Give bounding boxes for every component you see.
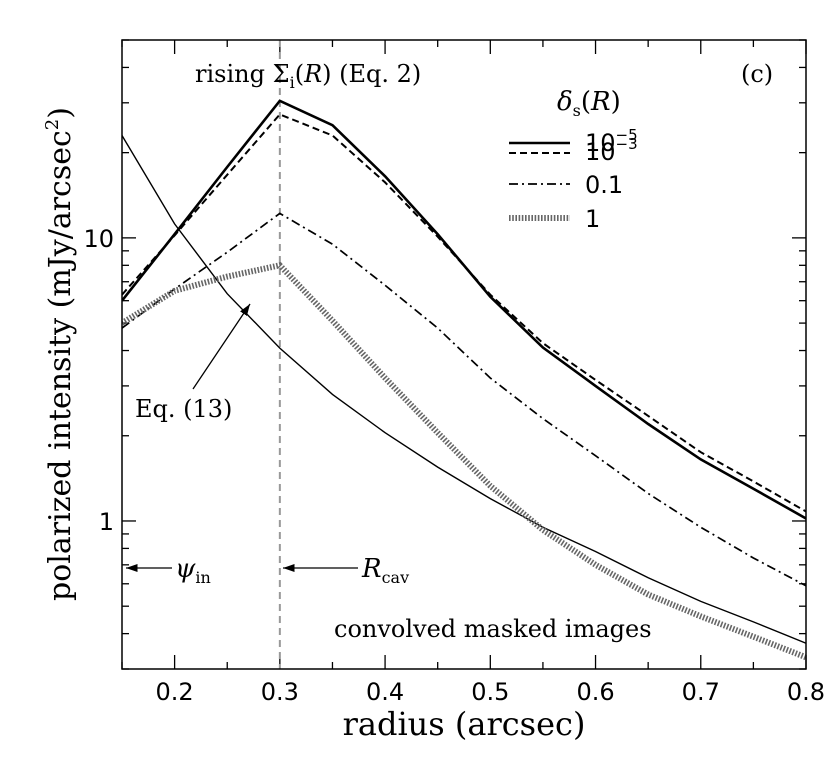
x-tick-label: 0.3 bbox=[261, 678, 299, 706]
eq13-arrow bbox=[192, 303, 251, 390]
r-cav-label: Rcav bbox=[361, 554, 409, 587]
x-tick-label: 0.7 bbox=[682, 678, 720, 706]
legend-label-1e-5: 10−5 bbox=[585, 126, 638, 157]
plot-frame bbox=[121, 39, 807, 670]
y-tick-label: 10 bbox=[83, 225, 114, 253]
panel-label: (c) bbox=[741, 60, 773, 88]
eq13-curve bbox=[122, 135, 806, 644]
legend-label-0.1: 0.1 bbox=[585, 171, 623, 199]
legend-label-1: 1 bbox=[585, 205, 600, 233]
eq13-label: Eq. (13) bbox=[135, 395, 232, 423]
x-tick-label: 0.8 bbox=[787, 678, 825, 706]
x-axis-label: radius (arcsec) bbox=[343, 705, 586, 743]
convolved-annotation: convolved masked images bbox=[334, 615, 652, 643]
x-tick-labels: 0.2 0.3 0.4 0.5 0.6 0.7 0.8 bbox=[156, 678, 826, 706]
axis-ticks bbox=[121, 39, 807, 670]
x-tick-label: 0.2 bbox=[156, 678, 194, 706]
legend: δs(R) 10−5 10−3 0.1 1 bbox=[509, 87, 638, 233]
y-axis-label: polarized intensity (mJy/arcsec2) bbox=[42, 107, 78, 601]
rising-sigma-annotation: rising Σi(R) (Eq. 2) bbox=[195, 60, 421, 92]
series-line-0.1 bbox=[122, 212, 806, 587]
legend-title: δs(R) bbox=[557, 87, 621, 120]
y-tick-labels: 1 10 bbox=[83, 225, 114, 536]
x-tick-label: 0.4 bbox=[366, 678, 404, 706]
x-tick-label: 0.6 bbox=[576, 678, 614, 706]
series-line-1e-5 bbox=[122, 99, 806, 520]
psi-in-label: ψin bbox=[175, 554, 211, 587]
series-line-1e-3 bbox=[122, 113, 806, 513]
y-tick-label: 1 bbox=[99, 508, 114, 536]
x-tick-label: 0.5 bbox=[471, 678, 509, 706]
series-line-1 bbox=[122, 262, 806, 661]
legend-label-1e-3: 10−3 bbox=[585, 135, 638, 166]
